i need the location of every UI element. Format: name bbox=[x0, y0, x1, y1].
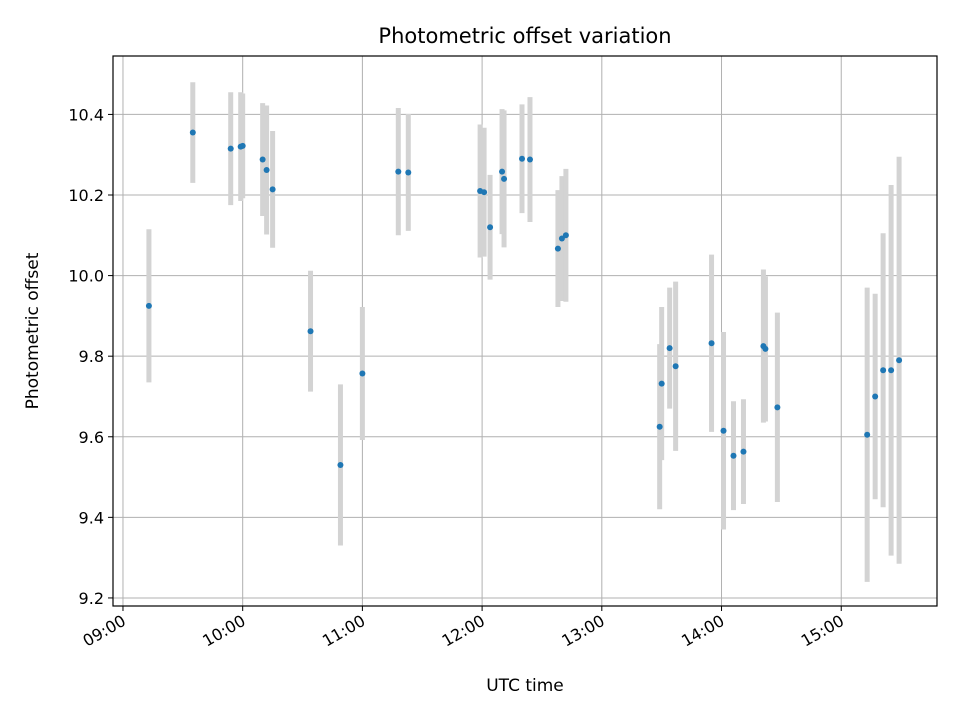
data-point bbox=[666, 345, 673, 352]
data-point bbox=[888, 367, 895, 374]
data-point bbox=[558, 235, 565, 242]
y-tick-label: 9.8 bbox=[79, 347, 104, 366]
y-axis-ticks: 9.2 9.4 9.6 9.8 10.0 10.2 10.4 bbox=[68, 105, 113, 608]
y-tick-label: 9.4 bbox=[79, 508, 104, 527]
data-point bbox=[227, 145, 234, 152]
y-tick-label: 10.0 bbox=[68, 267, 104, 286]
data-point bbox=[730, 452, 737, 459]
data-point bbox=[359, 370, 366, 377]
data-point bbox=[708, 340, 715, 347]
data-point bbox=[405, 169, 412, 176]
data-point bbox=[481, 189, 488, 196]
chart-title: Photometric offset variation bbox=[378, 24, 671, 48]
data-point bbox=[740, 448, 747, 455]
y-tick-label: 10.2 bbox=[68, 186, 104, 205]
data-point bbox=[307, 328, 314, 335]
plot-frame bbox=[112, 55, 938, 607]
data-point bbox=[896, 357, 903, 364]
y-tick-label: 10.4 bbox=[68, 105, 104, 124]
data-points bbox=[145, 129, 903, 468]
data-point bbox=[519, 155, 526, 162]
data-point bbox=[656, 423, 663, 430]
data-point bbox=[774, 404, 781, 411]
data-point bbox=[337, 461, 344, 468]
y-axis-label: Photometric offset bbox=[23, 252, 43, 409]
data-point bbox=[259, 156, 266, 163]
data-point bbox=[762, 345, 769, 352]
data-point bbox=[554, 245, 561, 252]
data-point bbox=[487, 224, 494, 231]
y-tick-label: 9.2 bbox=[79, 589, 104, 608]
data-point bbox=[501, 175, 508, 182]
data-point bbox=[658, 380, 665, 387]
data-point bbox=[499, 168, 506, 175]
data-point bbox=[395, 168, 402, 175]
data-point bbox=[864, 431, 871, 438]
x-axis-label: UTC time bbox=[486, 676, 564, 696]
data-point bbox=[269, 186, 276, 193]
data-point bbox=[672, 363, 679, 370]
data-point bbox=[526, 156, 533, 163]
data-point bbox=[189, 129, 196, 136]
y-tick-label: 9.6 bbox=[79, 428, 104, 447]
data-point bbox=[145, 302, 152, 309]
data-point bbox=[562, 232, 569, 239]
data-point bbox=[880, 367, 887, 374]
data-point bbox=[720, 427, 727, 434]
data-point bbox=[239, 142, 246, 149]
data-point bbox=[263, 167, 270, 174]
grid bbox=[113, 56, 937, 606]
data-point bbox=[872, 393, 879, 400]
